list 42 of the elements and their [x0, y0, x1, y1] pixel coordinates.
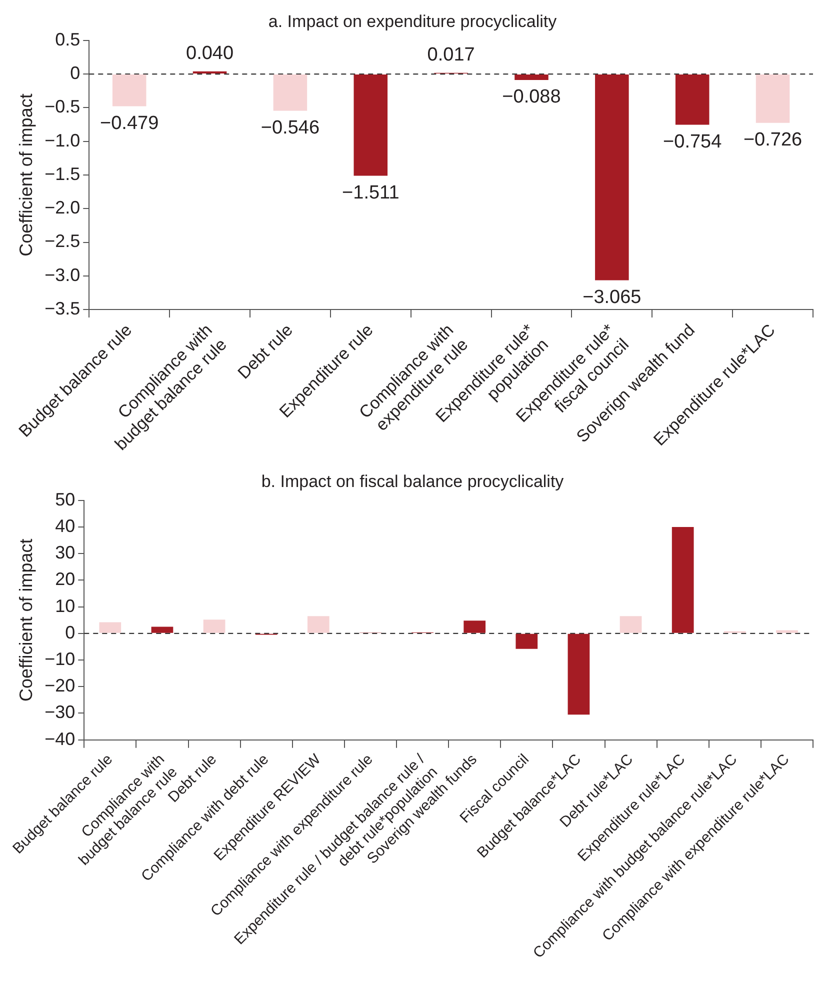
data-label: 0.040 — [186, 43, 234, 64]
y-tick-label: −1.5 — [44, 164, 80, 184]
y-tick-label: −2.5 — [44, 231, 80, 252]
y-axis-title: Coefficient of impact — [16, 538, 36, 702]
y-tick-label: 0 — [65, 622, 76, 642]
chart-title: b. Impact on fiscal balance procyclicality — [261, 472, 564, 491]
bar — [99, 622, 122, 633]
chart-title: a. Impact on expenditure procyclicality — [268, 12, 558, 31]
data-label: −0.479 — [100, 113, 159, 134]
bar — [568, 634, 590, 715]
y-tick-label: 0.5 — [55, 29, 80, 50]
y-tick-label: −1.0 — [44, 130, 80, 150]
y-tick-label: −3.5 — [44, 298, 80, 319]
data-label: −0.754 — [663, 132, 722, 153]
y-tick-label: 10 — [55, 596, 76, 616]
y-tick-label: 0 — [70, 63, 80, 84]
y-axis-title: Coefficient of impact — [16, 94, 36, 256]
data-label: 0.017 — [427, 44, 475, 66]
y-tick-label: 20 — [55, 569, 76, 590]
y-tick-label: −20 — [44, 676, 76, 696]
data-label: −1.511 — [342, 182, 400, 204]
bar — [203, 620, 226, 633]
y-tick-label: −2.0 — [44, 198, 80, 218]
bar — [151, 626, 174, 633]
y-tick-label: 40 — [55, 516, 76, 536]
data-label: −0.726 — [743, 130, 802, 151]
y-tick-label: 50 — [55, 489, 76, 510]
bar — [776, 630, 798, 633]
y-tick-label: −10 — [44, 649, 76, 669]
y-tick-label: −40 — [44, 728, 76, 749]
y-tick-label: −3.0 — [44, 264, 80, 285]
data-label: −3.065 — [582, 287, 642, 308]
data-label: −0.546 — [260, 118, 320, 139]
data-label: −0.088 — [502, 86, 561, 108]
bar — [307, 616, 330, 633]
bar — [464, 620, 486, 633]
bar — [672, 527, 694, 633]
y-tick-label: 30 — [55, 542, 76, 563]
y-tick-label: −0.5 — [44, 96, 80, 117]
bar — [620, 616, 642, 633]
bar — [516, 634, 538, 649]
y-tick-label: −30 — [44, 702, 76, 722]
